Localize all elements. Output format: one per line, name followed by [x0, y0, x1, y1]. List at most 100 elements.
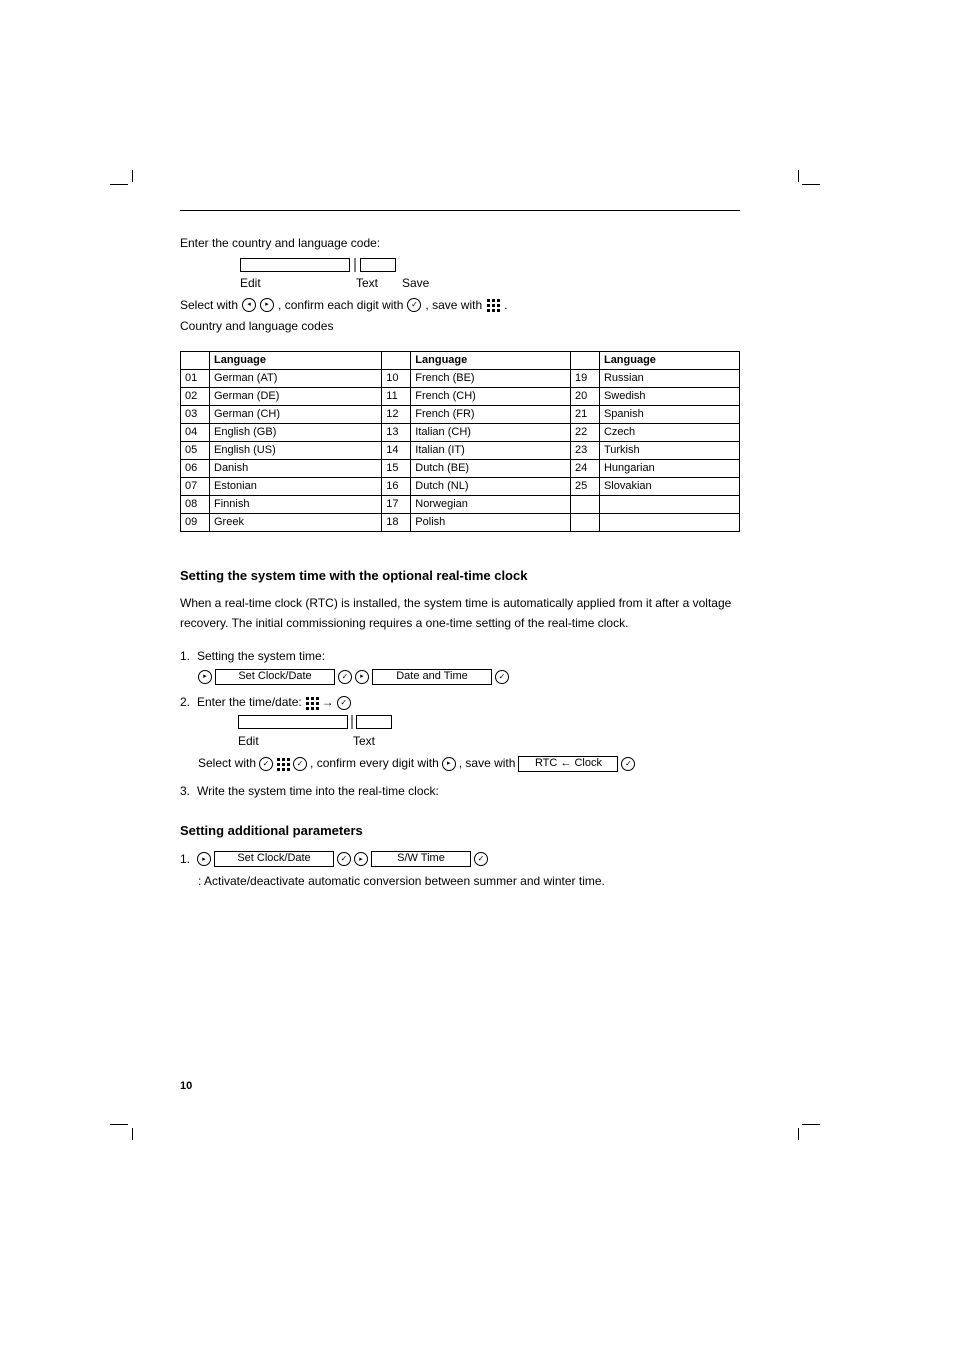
save-label: Save: [402, 276, 429, 290]
menu-box: S/W Time: [371, 851, 471, 867]
table-cell: [570, 495, 599, 513]
table-cell: 17: [382, 495, 411, 513]
apps-icon: [276, 757, 290, 771]
step-text: Write the system time into the real-time…: [197, 782, 439, 801]
table-cell: French (FR): [411, 405, 571, 423]
edit-label-row: Edit Text Save: [240, 276, 740, 290]
t: , save with: [459, 754, 516, 773]
rtc-paragraph: When a real-time clock (RTC) is installe…: [180, 594, 740, 632]
t: Select with: [198, 754, 256, 773]
table-cell: 19: [570, 369, 599, 387]
table-cell: Spanish: [599, 405, 739, 423]
table-cell: 04: [181, 423, 210, 441]
table-cell: Turkish: [599, 441, 739, 459]
crop-mark: [790, 170, 820, 200]
menu-box: RTC ← Clock: [518, 756, 618, 772]
table-cell: Russian: [599, 369, 739, 387]
period: .: [504, 298, 507, 312]
col-blank: [181, 351, 210, 369]
crop-mark: [110, 1110, 140, 1140]
table-cell: Polish: [411, 513, 571, 531]
table-cell: 08: [181, 495, 210, 513]
table-cell: 16: [382, 477, 411, 495]
table-cell: Hungarian: [599, 459, 739, 477]
step-num: 3.: [180, 782, 194, 801]
header-rule: [180, 210, 740, 211]
arrow-left-icon: [242, 298, 256, 312]
apps-icon: [305, 696, 319, 710]
table-row: 07Estonian16Dutch (NL)25Slovakian: [181, 477, 740, 495]
table-cell: French (CH): [411, 387, 571, 405]
step-1-keys: Set Clock/Date Date and Time: [198, 669, 740, 685]
step-4: 1. Set Clock/Date S/W Time: [180, 850, 740, 869]
table-cell: 10: [382, 369, 411, 387]
table-cell: 03: [181, 405, 210, 423]
table-cell: Dutch (BE): [411, 459, 571, 477]
step-num: 2.: [180, 693, 194, 712]
col-lang: Language: [411, 351, 571, 369]
edit-long-key: [240, 258, 350, 272]
table-cell: German (AT): [210, 369, 382, 387]
table-cell: Greek: [210, 513, 382, 531]
table-cell: 07: [181, 477, 210, 495]
table-cell: 12: [382, 405, 411, 423]
table-cell: French (BE): [411, 369, 571, 387]
step-1: 1. Setting the system time:: [180, 647, 740, 666]
table-row: 01German (AT)10French (BE)19Russian: [181, 369, 740, 387]
table-cell: German (CH): [210, 405, 382, 423]
rtc-section: Setting the system time with the optiona…: [180, 566, 740, 891]
edit-label: Edit: [238, 732, 350, 751]
table-cell: Finnish: [210, 495, 382, 513]
ok-icon: [259, 757, 273, 771]
table-cell: [599, 495, 739, 513]
table-cell: 05: [181, 441, 210, 459]
ok-icon: [407, 298, 421, 312]
text-label: Text: [353, 732, 375, 751]
table-cell: 23: [570, 441, 599, 459]
edit-label: Edit: [240, 276, 352, 290]
table-cell: 25: [570, 477, 599, 495]
table-cell: 21: [570, 405, 599, 423]
table-cell: 11: [382, 387, 411, 405]
table-cell: English (US): [210, 441, 382, 459]
edit-key-row: [240, 258, 740, 272]
table-cell: 06: [181, 459, 210, 477]
step-text: Enter the time/date:: [197, 693, 302, 712]
ok-icon: [495, 670, 509, 684]
params-title: Setting additional parameters: [180, 821, 740, 842]
table-cell: 09: [181, 513, 210, 531]
table-cell: 14: [382, 441, 411, 459]
table-row: 02German (DE)11French (CH)20Swedish: [181, 387, 740, 405]
table-cell: Danish: [210, 459, 382, 477]
select-mid: , confirm each digit with: [278, 298, 403, 312]
table-cell: Estonian: [210, 477, 382, 495]
table-cell: 24: [570, 459, 599, 477]
step-num: 1.: [180, 850, 194, 869]
ok-icon: [293, 757, 307, 771]
step-4-text: : Activate/deactivate automatic conversi…: [198, 872, 740, 891]
text-label: Text: [356, 276, 398, 290]
crop-mark: [110, 170, 140, 200]
arrow-right-icon: [197, 852, 211, 866]
select-suffix: , save with: [425, 298, 482, 312]
step-2-labels: Edit Text: [238, 732, 740, 751]
ok-icon: [337, 696, 351, 710]
table-row: 04English (GB)13Italian (CH)22Czech: [181, 423, 740, 441]
ok-icon: [621, 757, 635, 771]
rtc-title: Setting the system time with the optiona…: [180, 566, 740, 587]
arrow-right-icon: [355, 670, 369, 684]
arrow-right-icon: [198, 670, 212, 684]
col-lang: Language: [599, 351, 739, 369]
menu-box: Set Clock/Date: [214, 851, 334, 867]
table-cell: 18: [382, 513, 411, 531]
crop-mark: [790, 1110, 820, 1140]
step-2: 2. Enter the time/date: →: [180, 693, 740, 712]
t: , confirm every digit with: [310, 754, 439, 773]
edit-short-key: [360, 258, 396, 272]
step-2-instr: Select with , confirm every digit with ,…: [198, 754, 740, 773]
table-cell: 01: [181, 369, 210, 387]
table-cell: Slovakian: [599, 477, 739, 495]
table-cell: [599, 513, 739, 531]
key-gap: [351, 715, 353, 729]
codes-heading: Country and language codes: [180, 318, 740, 335]
